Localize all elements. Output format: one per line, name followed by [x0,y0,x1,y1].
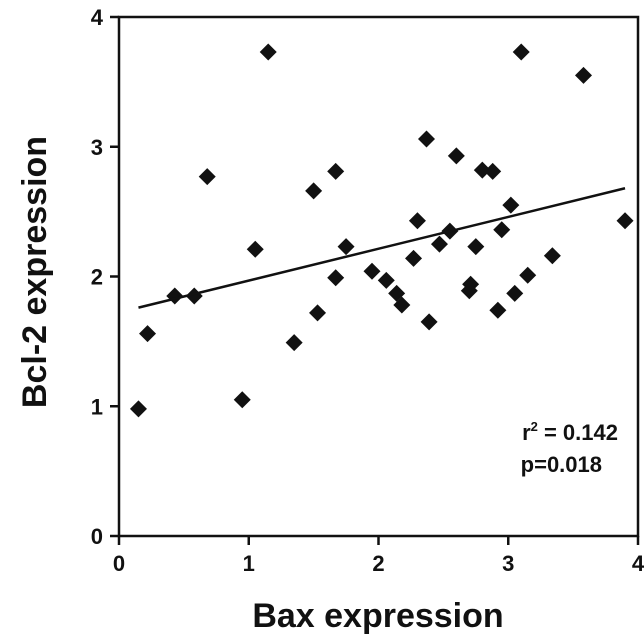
y-tick-label: 2 [91,265,103,290]
data-point-diamond [327,269,345,287]
data-point-diamond [616,212,634,230]
data-point-diamond [408,212,426,230]
data-point-diamond [484,162,502,180]
y-tick-label: 1 [91,394,103,419]
data-point-diamond [430,235,448,253]
data-point-diamond [467,238,485,256]
x-tick-label: 4 [632,551,644,576]
x-tick-label: 3 [502,551,514,576]
data-point-diamond [285,334,303,352]
data-point-diamond [473,161,491,179]
data-point-diamond [309,304,327,322]
y-tick-labels: 0 1 2 3 4 [91,5,104,549]
data-point-diamond [259,43,277,61]
data-point-diamond [393,296,411,314]
data-point-diamond [246,240,264,258]
x-tick-label: 0 [113,551,125,576]
data-point-diamond [575,66,593,84]
x-tick-labels: 0 1 2 3 4 [113,551,644,576]
data-point-diamond [337,238,355,256]
data-point-diamond [129,400,147,418]
data-point-diamond [512,43,530,61]
data-point-diamond [139,325,157,343]
data-point-diamond [198,168,216,186]
x-tick-label: 2 [372,551,384,576]
data-point-diamond [327,162,345,180]
trend-line [138,187,626,309]
data-point-diamond [493,221,511,239]
data-points [129,43,634,418]
data-point-diamond [305,182,323,200]
data-point-diamond [418,130,436,148]
data-point-diamond [377,271,395,289]
data-point-diamond [502,196,520,214]
stat-r2: r2 = 0.142 [522,419,618,445]
data-point-diamond [233,391,251,409]
data-point-diamond [519,266,537,284]
data-point-diamond [420,313,438,331]
stat-p: p=0.018 [521,452,602,477]
data-point-diamond [543,247,561,265]
data-point-diamond [166,287,184,305]
data-point-diamond [489,301,507,319]
y-axis-title: Bcl-2 expression [16,136,54,408]
data-point-diamond [462,275,480,293]
y-tick-label: 4 [91,5,104,30]
data-point-diamond [405,249,423,267]
data-point-diamond [447,147,465,165]
data-point-diamond [363,262,381,280]
y-tick-label: 3 [91,135,103,160]
x-tick-label: 1 [243,551,255,576]
data-point-diamond [506,284,524,302]
y-tick-label: 0 [91,524,103,549]
x-axis-title: Bax expression [252,597,503,635]
axis-ticks [110,15,640,545]
